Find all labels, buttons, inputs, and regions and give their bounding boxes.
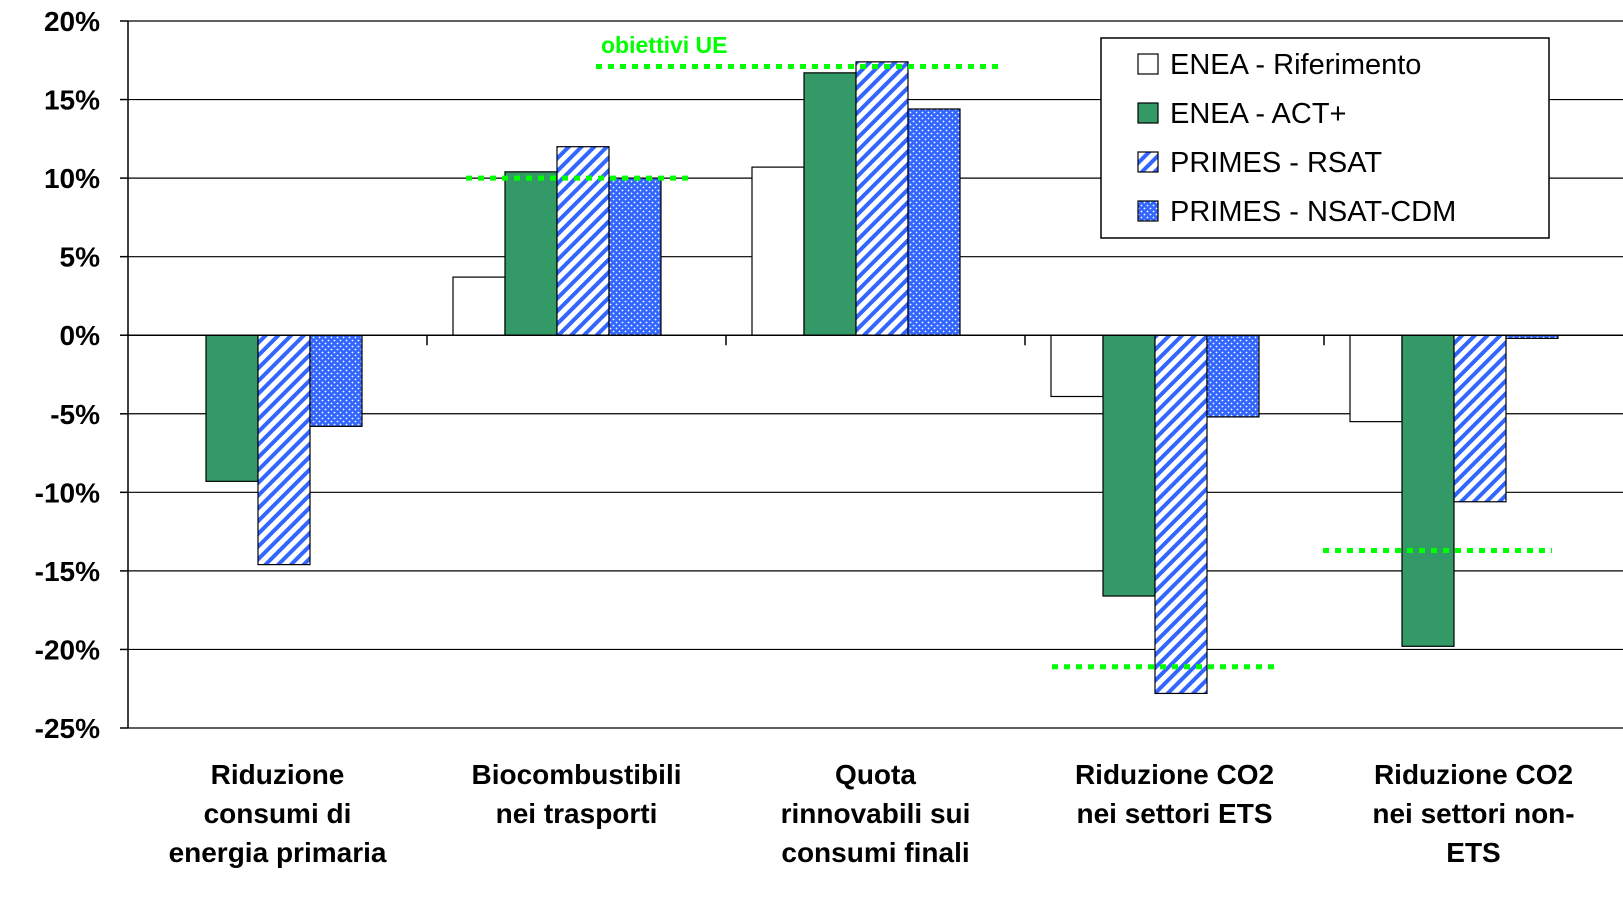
y-tick-label: 5% [60, 242, 101, 273]
y-tick-label: 20% [44, 6, 100, 37]
category-label: consumi finali [781, 837, 969, 868]
bar-primes-nsat-cdm-1 [608, 177, 662, 336]
bar-enea-act--3 [1102, 334, 1156, 597]
y-tick-label: -5% [50, 399, 100, 430]
target-annotation: obiettivi UE [601, 32, 728, 58]
legend-label: ENEA - ACT+ [1170, 98, 1346, 130]
category-label: Riduzione CO2 [1075, 759, 1274, 790]
bar-primes-nsat-cdm-2 [907, 108, 961, 336]
y-tick-label: 15% [44, 85, 100, 116]
bar-enea-act--4 [1401, 334, 1455, 647]
bar-primes-nsat-cdm-0 [309, 334, 363, 427]
category-label: Riduzione [211, 759, 345, 790]
category-label: energia primaria [169, 837, 387, 868]
bar-primes-rsat-1 [556, 146, 610, 336]
category-label: Biocombustibili [472, 759, 682, 790]
legend-swatch [1137, 53, 1159, 75]
legend-swatch [1137, 200, 1159, 222]
bar-enea-riferimento-1 [452, 276, 506, 336]
category-label: consumi di [204, 798, 352, 829]
bar-enea-riferimento-4 [1349, 334, 1403, 423]
category-label: rinnovabili sui [781, 798, 971, 829]
legend-label: PRIMES - NSAT-CDM [1170, 196, 1456, 228]
bar-primes-rsat-0 [257, 334, 311, 566]
bar-enea-act--0 [205, 334, 259, 482]
y-tick-label: -10% [35, 477, 100, 508]
y-tick-label: -25% [35, 713, 100, 744]
category-label: Quota [835, 759, 916, 790]
legend-box [1100, 37, 1550, 239]
bar-enea-riferimento-2 [751, 166, 805, 336]
y-tick-label: 0% [60, 320, 101, 351]
bar-enea-act--1 [504, 171, 558, 336]
category-label: ETS [1446, 837, 1500, 868]
legend-swatch [1137, 102, 1159, 124]
bar-enea-act--2 [803, 72, 857, 336]
legend-swatch [1137, 151, 1159, 173]
legend-label: ENEA - Riferimento [1170, 49, 1421, 81]
y-tick-label: -15% [35, 556, 100, 587]
category-label: Riduzione CO2 [1374, 759, 1573, 790]
bar-enea-riferimento-3 [1050, 334, 1104, 398]
bar-primes-rsat-4 [1453, 334, 1507, 503]
category-label: nei settori ETS [1076, 798, 1272, 829]
bar-primes-nsat-cdm-3 [1206, 334, 1260, 418]
category-label: nei settori non- [1372, 798, 1574, 829]
bar-primes-rsat-3 [1154, 334, 1208, 695]
legend-label: PRIMES - RSAT [1170, 147, 1382, 179]
category-label: nei trasporti [496, 798, 658, 829]
y-tick-label: 10% [44, 163, 100, 194]
y-tick-label: -20% [35, 634, 100, 665]
bar-primes-rsat-2 [855, 61, 909, 336]
